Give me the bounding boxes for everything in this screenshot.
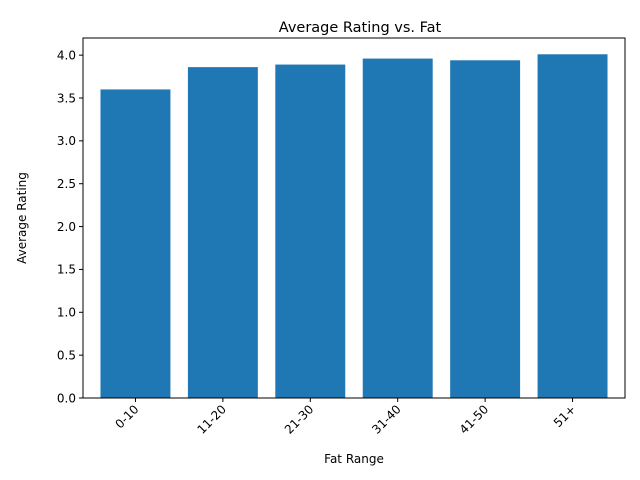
x-tick-label: 21-30 [282,402,317,437]
y-tick-label: 0.5 [57,348,76,362]
bar-21-30 [275,64,346,398]
y-axis: 0.0 0.5 1.0 1.5 2.0 2.5 3.0 3.5 4.0 [57,48,83,405]
x-tick-label: 31-40 [369,402,404,437]
x-tick-label: 11-20 [194,402,229,437]
y-tick-label: 2.0 [57,220,76,234]
x-axis-label: Fat Range [324,452,384,466]
y-tick-label: 2.5 [57,177,76,191]
x-tick-label: 51+ [551,402,579,430]
x-tick-label: 41-50 [457,402,492,437]
y-tick-label: 3.0 [57,134,76,148]
bars-group [100,54,608,399]
y-tick-label: 1.5 [57,263,76,277]
bar-0-10 [100,89,171,399]
y-tick-label: 0.0 [57,391,76,405]
y-tick-label: 1.0 [57,306,76,320]
bar-11-20 [187,67,258,398]
x-axis: 0-10 11-20 21-30 31-40 41-50 51+ [112,398,579,437]
y-axis-label: Average Rating [15,172,29,264]
y-tick-label: 4.0 [57,48,76,62]
bar-41-50 [450,60,521,398]
chart-title: Average Rating vs. Fat [279,20,442,36]
bar-31-40 [362,58,433,398]
plot-frame [82,37,626,399]
bar-51+ [537,54,608,398]
y-tick-label: 3.5 [57,91,76,105]
x-tick-label: 0-10 [112,402,141,431]
